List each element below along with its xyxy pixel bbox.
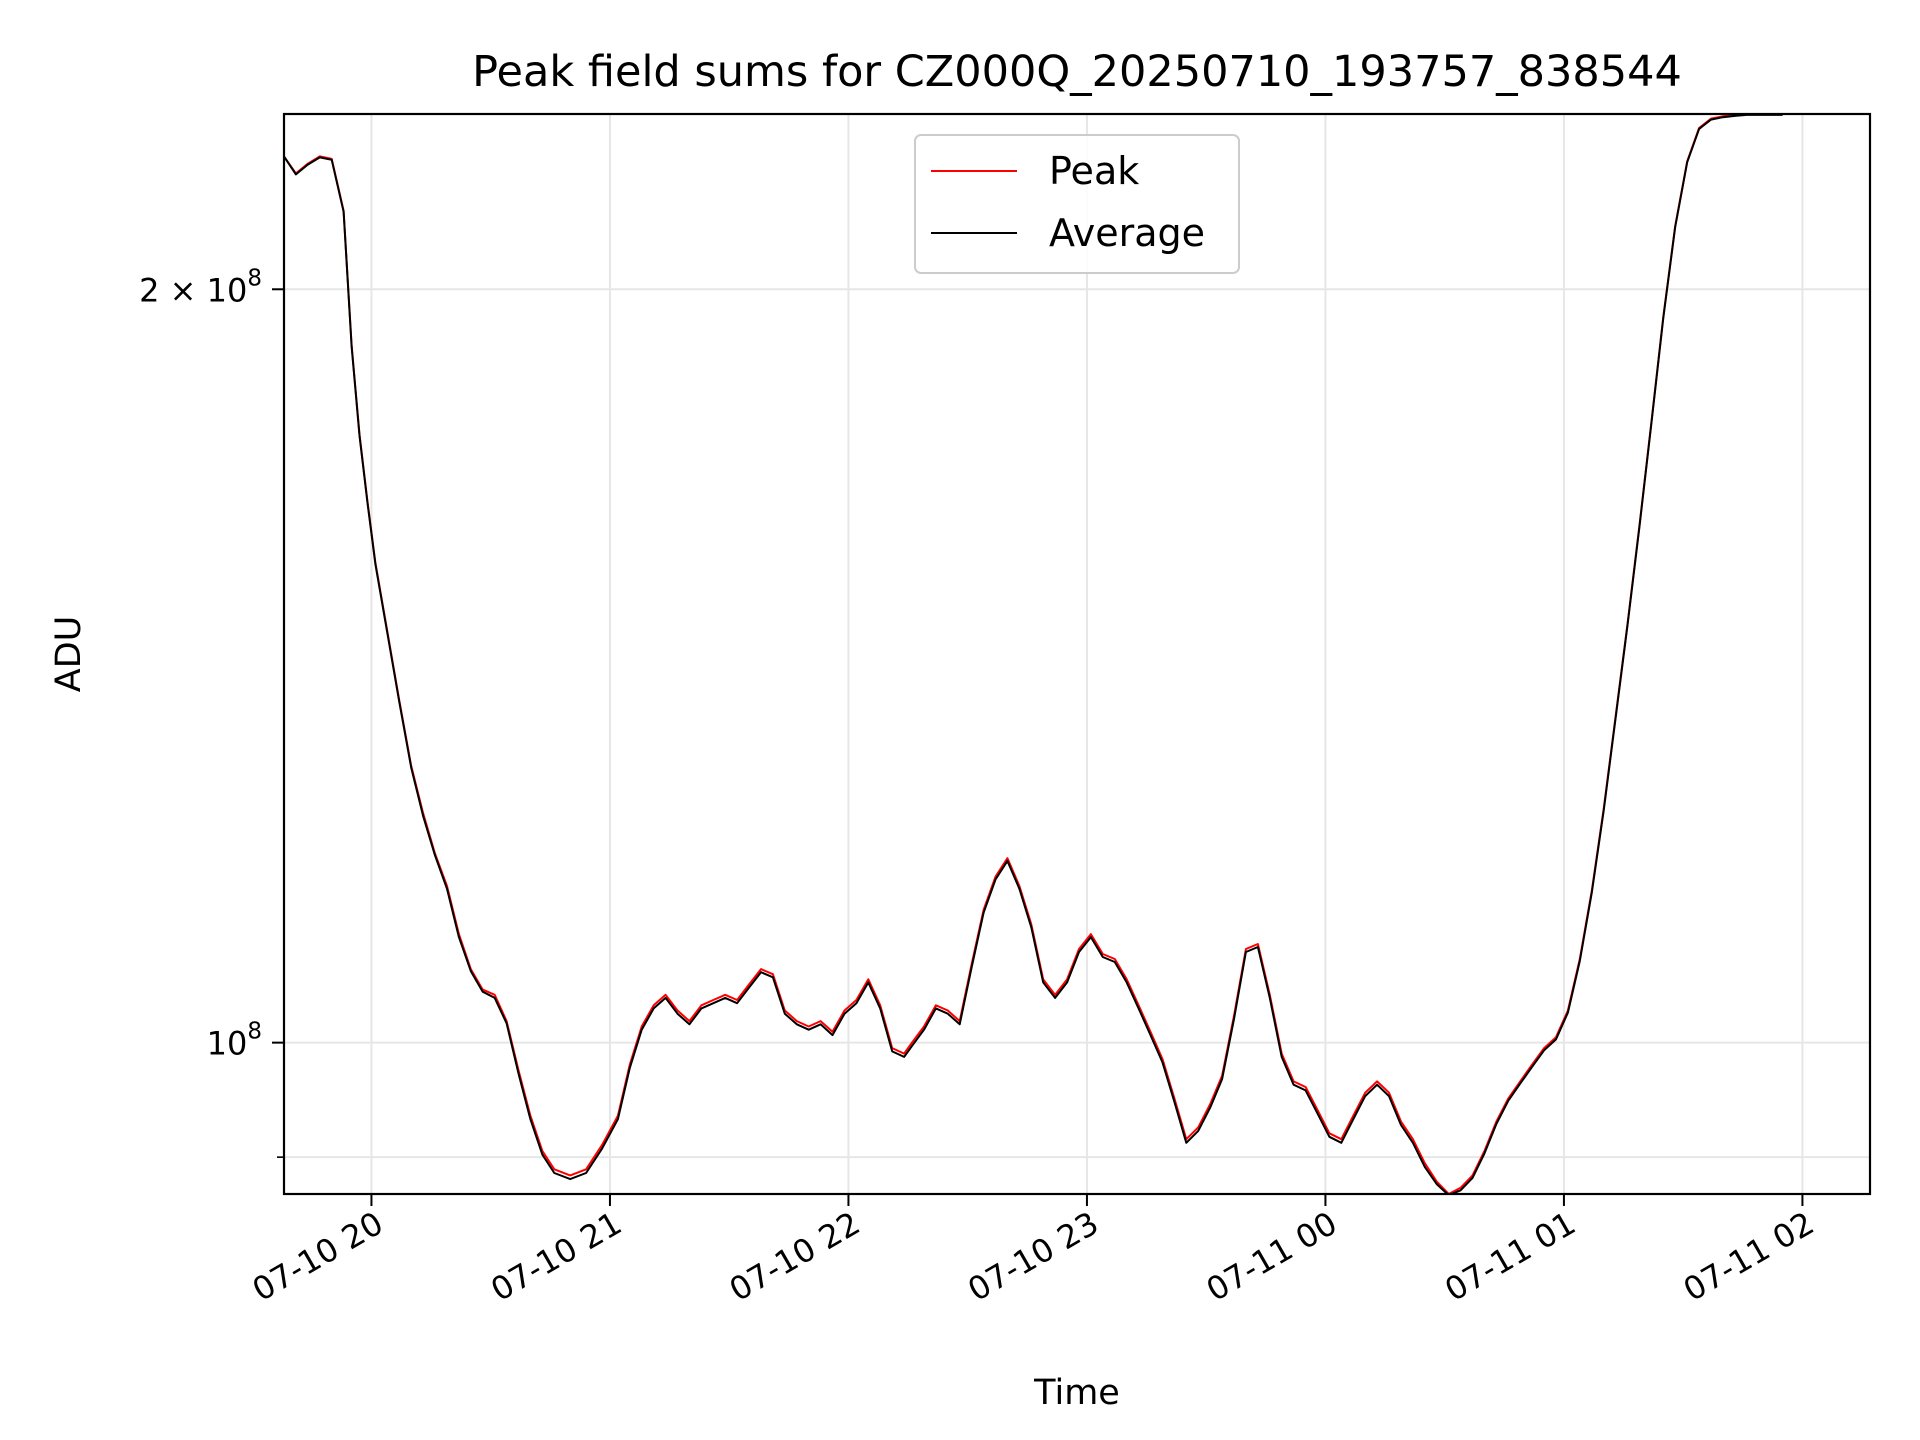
y-tick-label: 108 bbox=[207, 1019, 262, 1063]
legend-box bbox=[914, 134, 1240, 274]
y-tick-base: 10 bbox=[207, 271, 248, 309]
chart-title: Peak field sums for CZ000Q_20250710_1937… bbox=[472, 47, 1682, 97]
legend-label: Peak bbox=[1049, 149, 1139, 193]
legend-label: Average bbox=[1049, 211, 1205, 255]
y-tick-label: 2 × 108 bbox=[139, 265, 262, 309]
y-tick-exponent: 8 bbox=[247, 265, 262, 291]
y-axis-title: ADU bbox=[49, 616, 89, 693]
series-lines bbox=[284, 114, 1783, 1194]
x-axis-title: Time bbox=[1033, 1373, 1120, 1413]
grid-lines bbox=[284, 114, 1870, 1194]
y-tick-exponent: 8 bbox=[247, 1019, 262, 1045]
y-tick-coef: 2 × bbox=[139, 271, 207, 309]
plot-frame bbox=[282, 112, 1872, 1196]
y-tick-base: 10 bbox=[207, 1025, 248, 1063]
legend: Peak Average bbox=[914, 134, 1240, 274]
series-line-average bbox=[284, 114, 1783, 1194]
